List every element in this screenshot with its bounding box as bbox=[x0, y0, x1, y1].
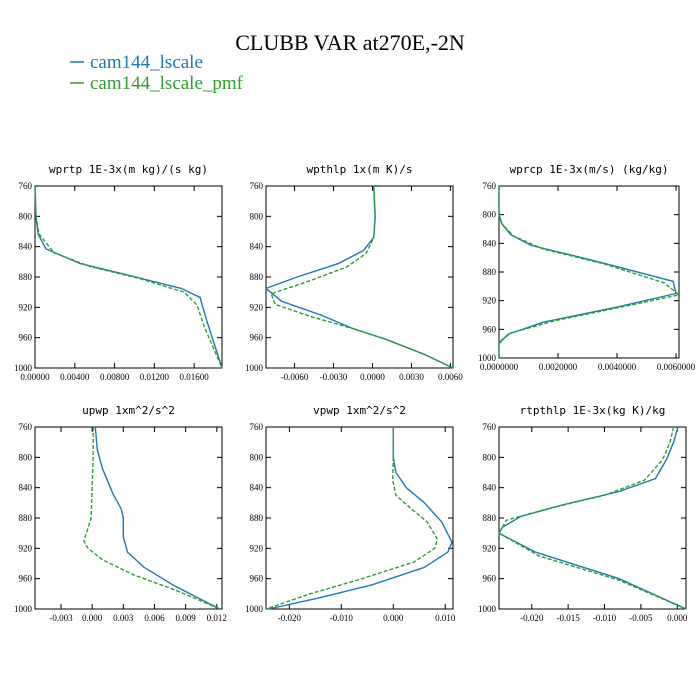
legend-label-0: cam144_lscale bbox=[90, 52, 203, 73]
xtick-label: -0.015 bbox=[556, 613, 580, 623]
xtick-label: 0.000 bbox=[82, 613, 103, 623]
panel-title-5: rtpthlp 1E-3x(kg K)/kg bbox=[520, 404, 666, 417]
panels: wprtp 1E-3x(m kg)/(s kg) 760 800 840 880 920 9… bbox=[14, 163, 696, 623]
ytick-label: 1000 bbox=[14, 363, 33, 373]
ytick-label: 920 bbox=[483, 296, 497, 306]
legend-label-1: cam144_lscale_pmf bbox=[90, 73, 244, 94]
panel-1: wpthlp 1x(m K)/s 760 800 840 880 920 960 1000 -0… bbox=[245, 163, 463, 382]
ytick-label: 920 bbox=[483, 543, 497, 553]
ytick-label: 880 bbox=[19, 272, 33, 282]
panel-5: rtpthlp 1E-3x(kg K)/kg 760 800 840 880 920 960… bbox=[478, 404, 688, 623]
xtick-label: 0.012 bbox=[207, 613, 227, 623]
xtick-label: -0.003 bbox=[49, 613, 73, 623]
ytick-label: 960 bbox=[483, 324, 497, 334]
xtick-label: 0.0030 bbox=[399, 372, 424, 382]
panel-title-2: wprcp 1E-3x(m/s) (kg/kg) bbox=[510, 163, 669, 176]
ytick-label: 1000 bbox=[14, 604, 33, 614]
xtick-label: -0.0060 bbox=[281, 372, 309, 382]
xtick-label: -0.010 bbox=[330, 613, 354, 623]
xtick-label: 0.0040000 bbox=[598, 362, 637, 372]
ytick-label: 840 bbox=[19, 483, 33, 493]
xtick-label: 0.006 bbox=[144, 613, 165, 623]
ytick-label: 920 bbox=[250, 543, 264, 553]
xtick-label: 0.00400 bbox=[60, 372, 90, 382]
ytick-label: 1000 bbox=[478, 353, 497, 363]
ytick-label: 760 bbox=[250, 422, 264, 432]
panel-title-1: wpthlp 1x(m K)/s bbox=[307, 163, 413, 176]
ytick-label: 800 bbox=[250, 452, 264, 462]
xtick-label: 0.000 bbox=[667, 613, 688, 623]
ytick-label: 1000 bbox=[245, 363, 264, 373]
panel-2: wprcp 1E-3x(m/s) (kg/kg) 760 800 840 880 920 9… bbox=[478, 163, 696, 372]
series-line-lscale-pmf bbox=[83, 427, 221, 610]
ytick-label: 960 bbox=[483, 574, 497, 584]
ytick-label: 960 bbox=[250, 333, 264, 343]
series-line-lscale-pmf bbox=[34, 185, 223, 369]
ytick-label: 800 bbox=[19, 452, 33, 462]
ytick-label: 760 bbox=[19, 422, 33, 432]
ytick-label: 840 bbox=[19, 242, 33, 252]
ytick-label: 960 bbox=[250, 574, 264, 584]
series-line-lscale-pmf bbox=[270, 185, 454, 369]
ytick-label: 920 bbox=[250, 302, 264, 312]
panel-3: upwp 1xm^2/s^2 760 800 840 880 920 960 1000 -0.0… bbox=[14, 404, 227, 623]
xtick-label: 0.009 bbox=[176, 613, 197, 623]
xtick-label: 0.0020000 bbox=[539, 362, 578, 372]
ytick-label: 760 bbox=[250, 181, 264, 191]
xtick-label: 0.00000 bbox=[20, 372, 50, 382]
xtick-label: -0.005 bbox=[629, 613, 653, 623]
ytick-label: 840 bbox=[250, 483, 264, 493]
ytick-label: 880 bbox=[19, 513, 33, 523]
series-line-lscale-pmf bbox=[498, 186, 680, 358]
xtick-label: 0.0000000 bbox=[480, 362, 519, 372]
xtick-label: 0.01600 bbox=[180, 372, 210, 382]
ytick-label: 800 bbox=[250, 211, 264, 221]
xtick-label: 0.00800 bbox=[100, 372, 130, 382]
ytick-label: 1000 bbox=[245, 604, 264, 614]
panel-4: vpwp 1xm^2/s^2 760 800 840 880 920 960 1000 -0.0… bbox=[245, 404, 456, 623]
ytick-label: 920 bbox=[19, 302, 33, 312]
ytick-label: 800 bbox=[19, 211, 33, 221]
xtick-label: 0.000 bbox=[383, 613, 404, 623]
ytick-label: 880 bbox=[483, 267, 497, 277]
legend: cam144_lscale cam144_lscale_pmf bbox=[70, 52, 244, 94]
xtick-label: 0.0000 bbox=[360, 372, 385, 382]
xtick-label: -0.0030 bbox=[320, 372, 348, 382]
ytick-label: 960 bbox=[19, 333, 33, 343]
figure-title: CLUBB VAR at270E,-2N bbox=[235, 30, 465, 55]
series-line-lscale bbox=[268, 427, 453, 610]
ytick-label: 920 bbox=[19, 543, 33, 553]
xtick-label: 0.003 bbox=[113, 613, 134, 623]
panel-title-3: upwp 1xm^2/s^2 bbox=[82, 404, 175, 417]
ytick-label: 760 bbox=[483, 422, 497, 432]
panel-title-0: wprtp 1E-3x(m kg)/(s kg) bbox=[49, 163, 208, 176]
xtick-label: 0.0060000 bbox=[657, 362, 696, 372]
ytick-label: 840 bbox=[250, 242, 264, 252]
panel-title-4: vpwp 1xm^2/s^2 bbox=[313, 404, 406, 417]
xtick-label: 0.01200 bbox=[140, 372, 170, 382]
xtick-label: -0.010 bbox=[593, 613, 617, 623]
ytick-label: 880 bbox=[250, 272, 264, 282]
ytick-label: 840 bbox=[483, 483, 497, 493]
xtick-label: 0.010 bbox=[435, 613, 456, 623]
panel-0: wprtp 1E-3x(m kg)/(s kg) 760 800 840 880 920 9… bbox=[14, 163, 223, 382]
series-line-lscale-pmf bbox=[265, 427, 439, 610]
xtick-label: -0.020 bbox=[520, 613, 544, 623]
xtick-label: 0.0060 bbox=[438, 372, 463, 382]
ytick-label: 880 bbox=[250, 513, 264, 523]
ytick-label: 760 bbox=[483, 181, 497, 191]
ytick-label: 960 bbox=[19, 574, 33, 584]
series-line-lscale-pmf bbox=[498, 426, 687, 610]
ytick-label: 880 bbox=[483, 513, 497, 523]
ytick-label: 800 bbox=[483, 210, 497, 220]
ytick-label: 760 bbox=[19, 181, 33, 191]
ytick-label: 1000 bbox=[478, 604, 497, 614]
series-line-lscale bbox=[94, 426, 221, 610]
ytick-label: 800 bbox=[483, 452, 497, 462]
xtick-label: -0.020 bbox=[278, 613, 302, 623]
ytick-label: 840 bbox=[483, 238, 497, 248]
